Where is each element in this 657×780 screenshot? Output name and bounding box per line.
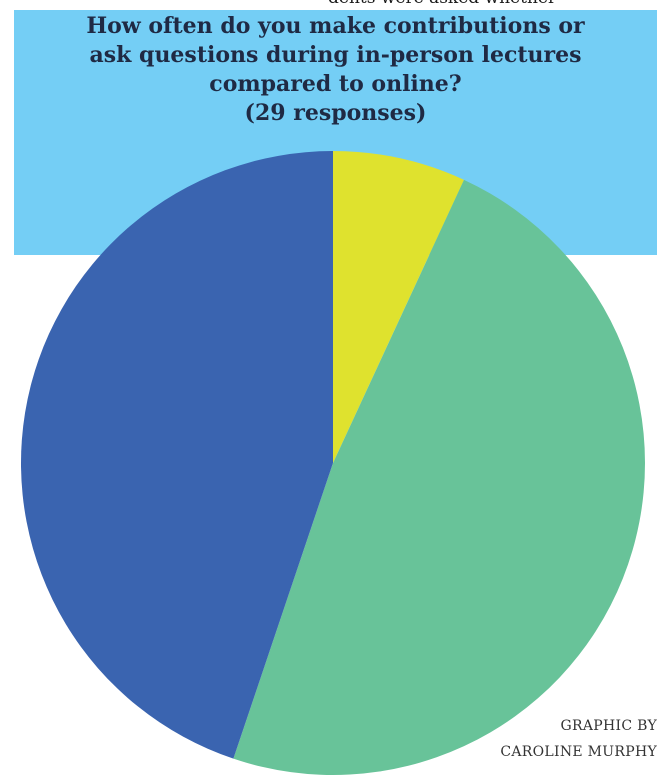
graphic-credit-line1: GRAPHIC BY — [560, 718, 657, 734]
chart-title-block: How often do you make contributions or a… — [14, 12, 657, 128]
pie-slice-2 — [233, 179, 646, 776]
graphic-credit-line2: CAROLINE MURPHY — [500, 744, 657, 760]
pie-slice-3 — [20, 150, 333, 759]
article-text-fragment: dents were asked whether — [328, 0, 657, 8]
pie-slice-1 — [333, 151, 465, 463]
chart-subtitle: (29 responses) — [244, 100, 427, 126]
chart-title: How often do you make contributions or a… — [86, 13, 585, 97]
